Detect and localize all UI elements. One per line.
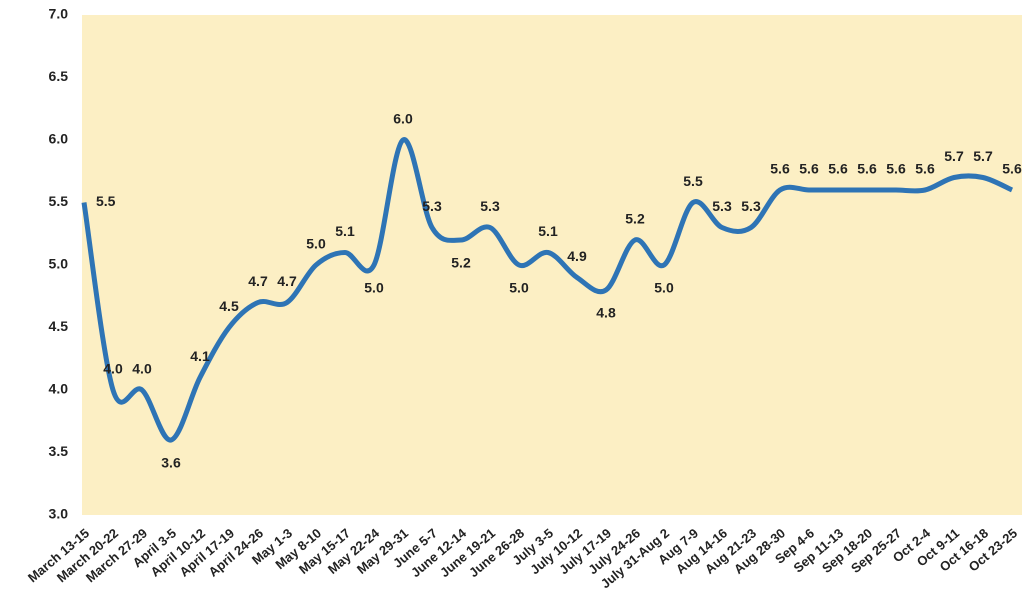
data-label: 5.6 [915,161,935,177]
data-label: 5.6 [828,161,848,177]
data-label: 5.2 [625,211,645,227]
y-tick-label: 7.0 [49,6,69,22]
data-label: 5.6 [857,161,877,177]
y-tick-label: 6.5 [49,68,69,84]
data-label: 4.0 [103,361,123,377]
y-tick-label: 3.5 [49,443,69,459]
y-tick-label: 4.0 [49,381,69,397]
data-label: 5.6 [770,161,790,177]
data-label: 6.0 [393,111,413,127]
data-label: 5.0 [364,280,384,296]
data-label: 5.2 [451,255,471,271]
data-label: 4.7 [277,273,297,289]
y-tick-label: 3.0 [49,506,69,522]
data-label: 5.5 [96,193,116,209]
chart: 3.03.54.04.55.05.56.06.57.0March 13-15Ma… [0,0,1030,611]
data-label: 5.3 [422,198,442,214]
data-label: 5.3 [741,198,761,214]
plot-background [82,15,1022,515]
data-label: 3.6 [161,455,181,471]
y-tick-label: 5.0 [49,256,69,272]
data-label: 5.3 [712,198,732,214]
data-label: 5.6 [799,161,819,177]
y-tick-label: 5.5 [49,193,69,209]
data-label: 5.7 [973,148,993,164]
data-label: 5.0 [654,280,674,296]
data-label: 5.6 [1002,161,1022,177]
data-label: 5.1 [538,223,558,239]
data-label: 4.5 [219,298,239,314]
data-label: 5.5 [683,173,703,189]
data-label: 4.8 [596,305,616,321]
data-label: 4.0 [132,361,152,377]
data-label: 4.9 [567,248,587,264]
data-label: 5.0 [306,236,326,252]
y-tick-label: 4.5 [49,318,69,334]
data-label: 4.7 [248,273,268,289]
data-label: 5.6 [886,161,906,177]
data-label: 4.1 [190,348,210,364]
y-tick-label: 6.0 [49,131,69,147]
data-label: 5.0 [509,280,529,296]
data-label: 5.3 [480,198,500,214]
data-label: 5.7 [944,148,964,164]
data-label: 5.1 [335,223,355,239]
